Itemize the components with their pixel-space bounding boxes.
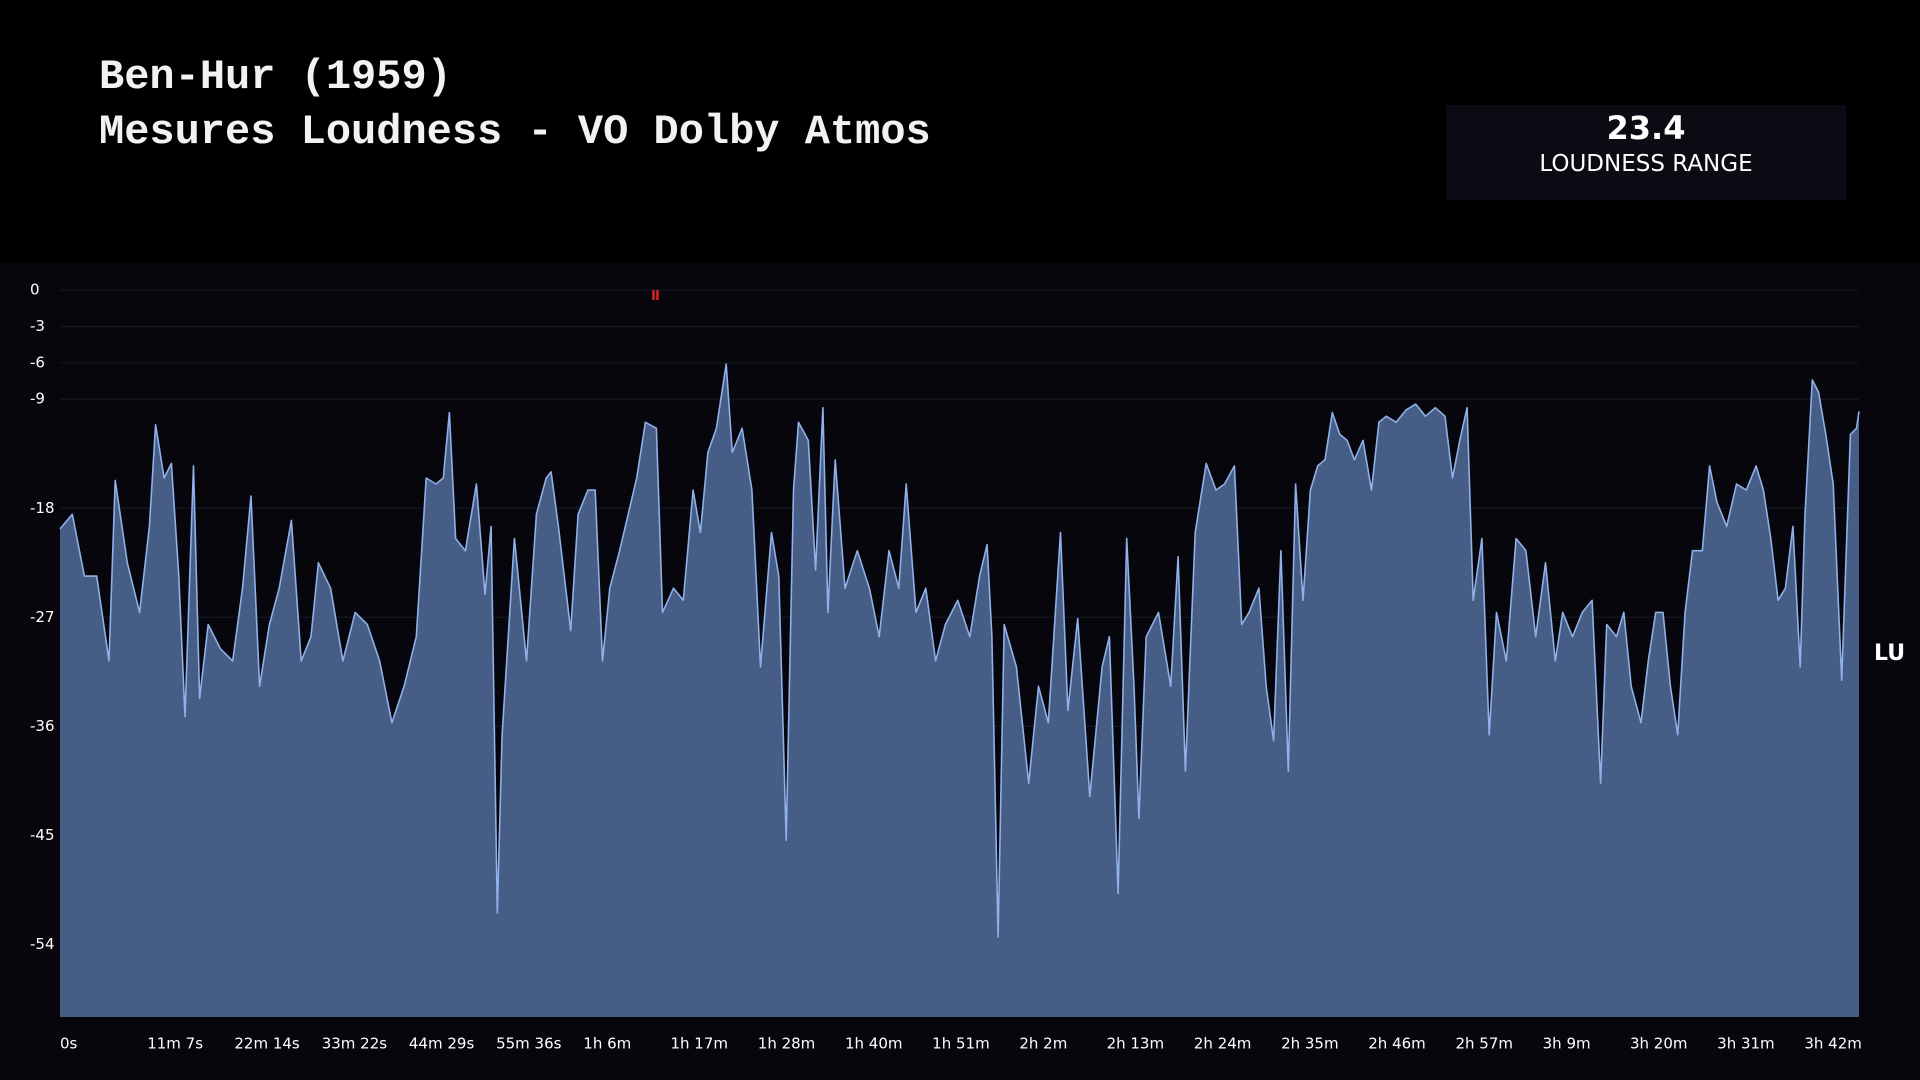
y-tick-label: -3 <box>30 317 45 335</box>
y-tick-label: -27 <box>30 608 55 626</box>
line <box>59 363 1860 938</box>
area <box>60 364 1859 1018</box>
title-line: Mesures Loudness - VO Dolby Atmos <box>99 108 931 156</box>
peak-marker <box>652 290 655 301</box>
x-tick-label: 2h 2m <box>1019 1035 1067 1053</box>
y-tick-label: -36 <box>30 717 55 735</box>
y-unit-label: LU <box>1874 641 1905 666</box>
y-tick-label: -9 <box>30 390 45 408</box>
x-tick-label: 44m 29s <box>409 1035 475 1053</box>
stat-card: 23.4 LOUDNESS RANGE <box>1446 105 1846 200</box>
x-tick-label: 2h 46m <box>1368 1035 1426 1053</box>
x-tick-label: 3h 20m <box>1630 1035 1688 1053</box>
peak-marker <box>656 290 659 301</box>
x-tick-label: 2h 35m <box>1281 1035 1339 1053</box>
x-tick-label: 1h 17m <box>670 1035 728 1053</box>
x-tick-label: 2h 13m <box>1107 1035 1165 1053</box>
x-tick-label: 2h 57m <box>1455 1035 1513 1053</box>
stat-label: LOUDNESS RANGE <box>1539 151 1753 177</box>
x-tick-label: 0s <box>60 1035 78 1053</box>
x-tick-label: 3h 31m <box>1717 1035 1775 1053</box>
stat-value: 23.4 <box>1606 109 1686 147</box>
x-tick-label: 11m 7s <box>147 1035 203 1053</box>
x-tick-label: 1h 28m <box>758 1035 816 1053</box>
x-tick-label: 22m 14s <box>234 1035 300 1053</box>
x-tick-label: 3h 42m <box>1804 1035 1862 1053</box>
y-tick-label: -18 <box>30 499 55 517</box>
title: Ben-Hur (1959) Mesures Loudness - VO Dol… <box>99 50 931 160</box>
x-tick-label: 1h 40m <box>845 1035 903 1053</box>
y-tick-label: -6 <box>30 353 45 371</box>
title-line: Ben-Hur (1959) <box>99 53 452 101</box>
x-tick-label: 1h 51m <box>932 1035 990 1053</box>
y-tick-label: 0 <box>30 281 40 299</box>
y-tick-label: -45 <box>30 826 55 844</box>
y-tick-label: -54 <box>30 935 55 953</box>
x-tick-label: 55m 36s <box>496 1035 562 1053</box>
x-tick-label: 33m 22s <box>322 1035 388 1053</box>
x-tick-label: 3h 9m <box>1543 1035 1591 1053</box>
x-tick-label: 1h 6m <box>583 1035 631 1053</box>
x-tick-label: 2h 24m <box>1194 1035 1252 1053</box>
